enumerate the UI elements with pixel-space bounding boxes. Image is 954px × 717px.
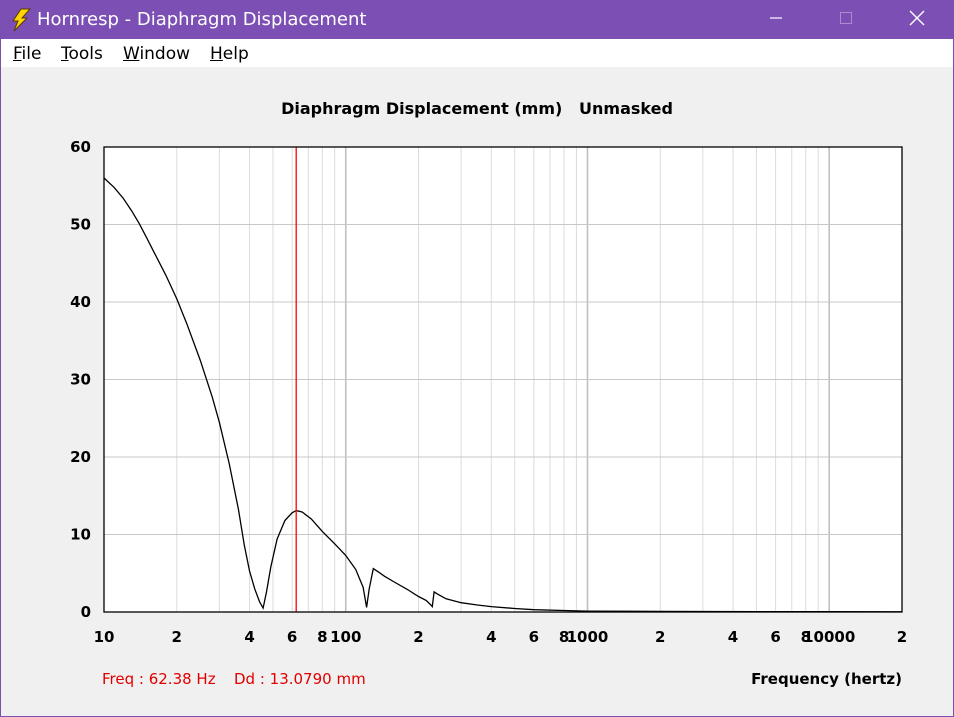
menu-tools[interactable]: Tools: [61, 45, 103, 63]
y-tick-label: 10: [70, 526, 91, 544]
menu-bar: File Tools Window Help: [1, 39, 953, 67]
x-tick-label: 4: [244, 628, 254, 646]
menu-file-accel: F: [13, 44, 22, 64]
x-tick-label: 6: [287, 628, 297, 646]
y-tick-label: 0: [81, 603, 91, 621]
frequency-readout: Freq : 62.38 Hz: [102, 670, 216, 688]
chart-title-main: Diaphragm Displacement (mm): [281, 99, 563, 118]
displacement-readout: Dd : 13.0790 mm: [234, 670, 366, 688]
x-tick-label: 100: [330, 628, 361, 646]
x-axis-label: Frequency (hertz): [751, 670, 902, 688]
x-tick-label: 2: [172, 628, 182, 646]
y-tick-label: 60: [70, 138, 91, 156]
window-title: Hornresp - Diaphragm Displacement: [37, 9, 367, 30]
menu-file-label: ile: [21, 44, 42, 64]
y-tick-label: 50: [70, 216, 91, 234]
x-tick-label: 4: [486, 628, 496, 646]
x-tick-label: 8: [317, 628, 327, 646]
menu-tools-accel: T: [61, 44, 69, 64]
x-tick-label: 6: [529, 628, 539, 646]
x-tick-label: 8: [801, 628, 811, 646]
x-tick-label: 8: [559, 628, 569, 646]
minimize-button[interactable]: [753, 1, 799, 39]
plot-frame: [103, 146, 903, 613]
x-tick-label: 2: [897, 628, 907, 646]
x-tick-label: 2: [655, 628, 665, 646]
x-tick-label: 6: [770, 628, 780, 646]
y-tick-label: 30: [70, 371, 91, 389]
x-tick-label: 10: [94, 628, 115, 646]
x-tick-label: 1000: [567, 628, 609, 646]
maximize-icon: [839, 11, 853, 30]
displacement-line: [103, 177, 903, 613]
y-tick-label: 40: [70, 293, 91, 311]
menu-window-label: indow: [139, 44, 191, 64]
menu-window[interactable]: Window: [123, 45, 190, 63]
lightning-bolt-icon: [9, 8, 32, 32]
close-icon: [909, 10, 925, 31]
chart-title: Diaphragm Displacement (mm) Unmasked: [1, 99, 953, 118]
minimize-icon: [769, 11, 783, 30]
menu-help[interactable]: Help: [210, 45, 249, 63]
x-tick-label: 10000: [803, 628, 855, 646]
maximize-button: [823, 1, 869, 39]
x-tick-label: 2: [413, 628, 423, 646]
x-tick-label: 4: [728, 628, 738, 646]
menu-file[interactable]: File: [13, 45, 41, 63]
close-button[interactable]: [894, 1, 940, 39]
menu-help-label: elp: [222, 44, 249, 64]
y-tick-label: 20: [70, 448, 91, 466]
chart-title-mode: Unmasked: [579, 99, 673, 118]
menu-help-accel: H: [210, 44, 223, 64]
title-bar[interactable]: Hornresp - Diaphragm Displacement: [1, 1, 953, 39]
menu-window-accel: W: [123, 44, 140, 64]
menu-tools-label: ools: [68, 44, 103, 64]
